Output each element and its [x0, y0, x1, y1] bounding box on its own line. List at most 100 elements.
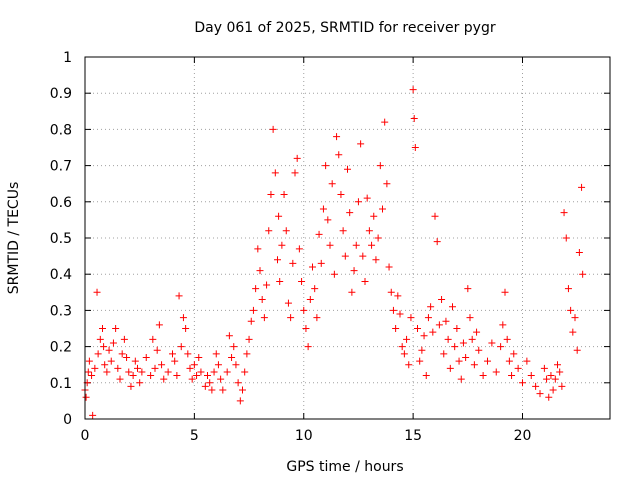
- data-point: [381, 118, 389, 126]
- data-point: [578, 183, 586, 191]
- data-point: [147, 372, 155, 380]
- data-point: [230, 343, 238, 351]
- data-point: [306, 296, 314, 304]
- data-point: [278, 241, 286, 249]
- data-point: [326, 241, 334, 249]
- data-point: [466, 314, 474, 322]
- y-tick-label: 0.9: [50, 86, 72, 102]
- data-point: [556, 368, 564, 376]
- chart-title: Day 061 of 2025, SRMTID for receiver pyg…: [194, 20, 495, 36]
- data-point: [335, 151, 343, 159]
- data-point: [389, 306, 397, 314]
- data-point: [344, 165, 351, 173]
- data-point: [210, 368, 218, 376]
- data-point: [387, 288, 395, 296]
- data-point: [186, 364, 194, 372]
- data-point: [422, 372, 430, 380]
- data-point: [523, 357, 531, 365]
- data-point: [118, 350, 126, 358]
- data-point: [91, 364, 99, 372]
- data-point: [337, 191, 345, 199]
- data-point: [575, 248, 583, 256]
- data-point: [195, 353, 203, 361]
- data-point: [241, 368, 249, 376]
- data-point: [173, 372, 181, 380]
- data-point: [346, 209, 354, 217]
- data-point: [304, 343, 312, 351]
- data-point: [409, 86, 417, 94]
- data-point: [462, 353, 470, 361]
- data-point: [317, 259, 325, 267]
- data-point: [263, 281, 271, 289]
- data-point: [492, 368, 500, 376]
- data-point: [394, 292, 402, 300]
- data-point: [201, 382, 209, 390]
- data-point: [84, 368, 92, 376]
- data-point: [416, 357, 424, 365]
- data-point: [440, 350, 448, 358]
- data-point: [361, 277, 369, 285]
- data-point: [540, 364, 548, 372]
- data-point: [427, 303, 435, 311]
- data-point: [379, 205, 386, 213]
- data-point: [357, 140, 365, 148]
- y-tick-label: 0: [63, 412, 72, 428]
- data-point: [125, 368, 133, 376]
- data-point: [160, 375, 168, 383]
- data-point: [223, 368, 231, 376]
- data-point: [129, 372, 137, 380]
- data-point: [291, 169, 299, 177]
- data-point: [88, 372, 96, 380]
- data-point: [451, 343, 459, 351]
- data-point: [457, 375, 465, 383]
- data-point: [171, 357, 179, 365]
- data-point: [228, 353, 236, 361]
- data-point: [324, 216, 332, 224]
- data-point: [508, 372, 516, 380]
- data-point: [363, 194, 371, 202]
- data-point: [164, 368, 172, 376]
- data-point: [175, 292, 183, 300]
- data-point: [89, 411, 97, 419]
- data-point: [112, 325, 120, 332]
- data-point: [136, 379, 144, 387]
- data-point: [293, 154, 301, 162]
- data-point: [109, 339, 117, 347]
- data-point: [341, 252, 349, 260]
- data-point: [232, 361, 240, 369]
- data-point: [93, 288, 101, 296]
- data-point: [302, 325, 310, 332]
- data-point: [158, 361, 166, 369]
- data-point: [418, 346, 426, 354]
- data-point: [138, 368, 146, 376]
- data-point: [374, 234, 382, 242]
- data-point: [368, 241, 376, 249]
- data-point: [359, 252, 367, 260]
- data-point: [545, 393, 553, 401]
- data-point: [153, 346, 161, 354]
- data-point: [247, 317, 255, 325]
- data-point: [560, 209, 568, 217]
- data-point: [350, 267, 358, 275]
- data-point: [105, 346, 113, 354]
- data-point: [579, 270, 587, 278]
- data-point: [177, 343, 185, 351]
- data-point: [405, 361, 413, 369]
- data-point: [236, 397, 244, 405]
- data-point: [333, 133, 341, 141]
- data-point: [438, 296, 446, 304]
- data-point: [410, 115, 418, 123]
- data-point: [295, 245, 303, 253]
- data-point: [459, 339, 467, 347]
- data-point: [352, 241, 360, 249]
- data-point: [433, 238, 441, 246]
- x-tick-labels: 0 5 10 15 20: [81, 428, 532, 444]
- data-point: [543, 375, 551, 383]
- data-point: [319, 205, 327, 213]
- y-tick-label: 0.8: [50, 122, 72, 138]
- plot-frame: [84, 56, 611, 420]
- grid-lines: [85, 57, 610, 419]
- data-point: [107, 357, 115, 365]
- data-point: [100, 343, 108, 351]
- data-point: [193, 372, 201, 380]
